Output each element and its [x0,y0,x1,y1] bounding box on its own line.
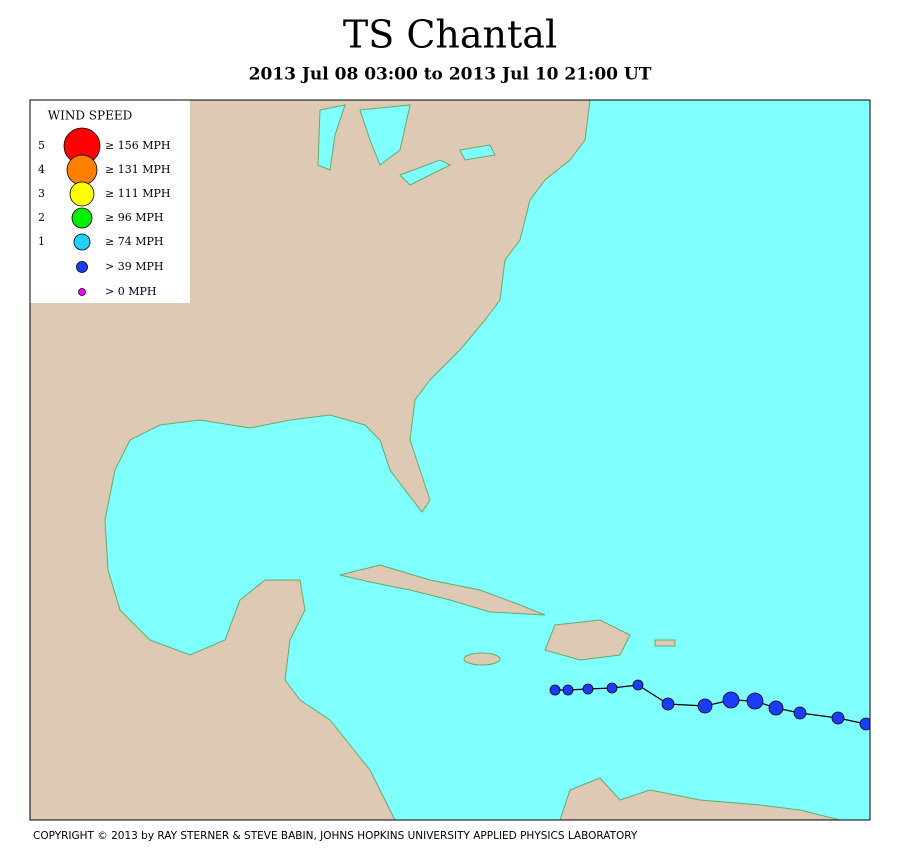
track-point [582,683,594,695]
subtitle: 2013 Jul 08 03:00 to 2013 Jul 10 21:00 U… [249,65,652,85]
legend-category: 5 [38,139,45,152]
track-point [722,691,740,709]
legend-label: > 0 MPH [105,285,156,298]
legend-symbol [78,288,86,296]
track-point [831,711,845,725]
legend-label: > 39 MPH [105,260,163,273]
track-point [549,684,561,696]
legend-symbol [71,207,93,229]
legend-category: 3 [38,187,45,200]
legend-label: ≥ 96 MPH [105,211,163,224]
title: TS Chantal [343,13,557,57]
map-frame [29,99,871,821]
great-lakes [399,159,452,186]
legend-symbol [73,233,91,251]
legend-title: WIND SPEED [48,109,132,123]
track-point [697,698,713,714]
great-lakes [459,144,496,161]
legend-label: ≥ 156 MPH [105,139,170,152]
cuba [339,564,546,616]
legend-category: 2 [38,211,45,224]
legend-box [30,100,190,303]
track-point [632,679,644,691]
map: WIND SPEED 5 ≥ 156 MPH 4 ≥ 131 MPH 3 ≥ 111 MP… [30,100,870,820]
legend-label: ≥ 74 MPH [105,235,163,248]
puerto-rico [654,639,676,647]
legend-label: ≥ 131 MPH [105,163,170,176]
track-point [661,697,675,711]
track-points [549,679,870,731]
great-lakes [359,104,411,166]
legend-category: 1 [38,235,45,248]
copyright: COPYRIGHT © 2013 by RAY STERNER & STEVE … [33,830,638,842]
legend-label: ≥ 111 MPH [105,187,170,200]
track-point [562,684,574,696]
track-point [768,700,784,716]
legend-category: 4 [38,163,45,176]
great-lakes [317,104,346,171]
hispaniola [544,619,631,661]
legend-symbol [66,154,98,186]
track-point [606,682,618,694]
track-point [793,706,807,720]
jamaica [463,652,501,666]
legend: WIND SPEED 5 ≥ 156 MPH 4 ≥ 131 MPH 3 ≥ 111 MP… [38,109,170,299]
track-point [746,692,764,710]
legend-symbol [76,261,88,273]
legend-symbol [69,181,95,207]
south-america [559,777,841,820]
track-point [859,717,870,731]
